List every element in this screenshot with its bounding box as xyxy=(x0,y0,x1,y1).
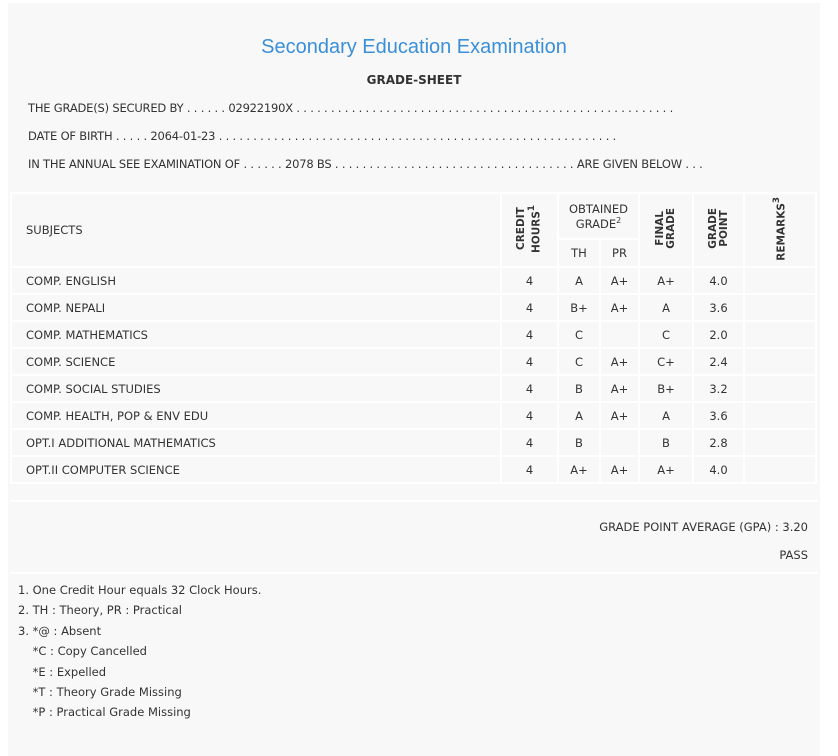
grade-point-cell: 2.4 xyxy=(692,347,745,376)
theory-grade-cell: B+ xyxy=(557,293,601,322)
subject-cell: COMP. MATHEMATICS xyxy=(10,320,502,349)
theory-grade-cell: C xyxy=(557,320,601,349)
credit-hours-cell: 4 xyxy=(500,374,559,403)
header-grade-point: GRADE POINT xyxy=(692,192,745,268)
remarks-cell xyxy=(743,401,817,430)
remarks-cell xyxy=(743,455,817,484)
practical-grade-cell: A+ xyxy=(599,401,640,430)
final-grade-cell: C xyxy=(638,320,694,349)
subject-cell: COMP. NEPALI xyxy=(10,293,502,322)
practical-grade-cell xyxy=(599,320,640,349)
subject-cell: COMP. HEALTH, POP & ENV EDU xyxy=(10,401,502,430)
footnote: *E : Expelled xyxy=(18,664,107,679)
final-grade-cell: C+ xyxy=(638,347,694,376)
theory-grade-cell: A+ xyxy=(557,455,601,484)
table-row: OPT.I ADDITIONAL MATHEMATICS 4 B B 2.8 xyxy=(10,428,817,457)
grade-point-cell: 3.6 xyxy=(692,401,745,430)
footnote: 2. TH : Theory, PR : Practical xyxy=(18,603,182,618)
practical-grade-cell: A+ xyxy=(599,455,640,484)
practical-grade-cell: A+ xyxy=(599,266,640,295)
header-remarks: REMARKS3 xyxy=(743,192,817,268)
subject-cell: COMP. SOCIAL STUDIES xyxy=(10,374,502,403)
practical-grade-cell xyxy=(599,428,640,457)
grade-point-cell: 3.2 xyxy=(692,374,745,403)
table-row: COMP. MATHEMATICS 4 C C 2.0 xyxy=(10,320,817,349)
practical-grade-cell: A+ xyxy=(599,374,640,403)
dob-line: DATE OF BIRTH . . . . . 2064-01-23 . . .… xyxy=(28,129,617,143)
table-row: COMP. ENGLISH 4 A A+ A+ 4.0 xyxy=(10,266,817,295)
remarks-cell xyxy=(743,374,817,403)
remarks-cell xyxy=(743,320,817,349)
subject-cell: OPT.I ADDITIONAL MATHEMATICS xyxy=(10,428,502,457)
subject-cell: COMP. ENGLISH xyxy=(10,266,502,295)
footnote: *T : Theory Grade Missing xyxy=(18,685,182,700)
grade-sheet-heading: GRADE-SHEET xyxy=(366,73,462,87)
credit-hours-cell: 4 xyxy=(500,320,559,349)
table-row: COMP. NEPALI 4 B+ A+ A 3.6 xyxy=(10,293,817,322)
theory-grade-cell: A xyxy=(557,401,601,430)
grade-sheet-panel: Secondary Education Examination GRADE-SH… xyxy=(8,3,820,756)
footnote: 1. One Credit Hour equals 32 Clock Hours… xyxy=(18,583,262,597)
grade-point-cell: 2.0 xyxy=(692,320,745,349)
final-grade-cell: B xyxy=(638,428,694,457)
theory-grade-cell: C xyxy=(557,347,601,376)
table-row: COMP. SCIENCE 4 C A+ C+ 2.4 xyxy=(10,347,817,376)
final-grade-cell: A xyxy=(638,293,694,322)
secured-by-line: THE GRADE(S) SECURED BY . . . . . . 0292… xyxy=(28,101,674,115)
table-row: OPT.II COMPUTER SCIENCE 4 A+ A+ A+ 4.0 xyxy=(10,455,817,484)
practical-grade-cell: A+ xyxy=(599,293,640,322)
theory-grade-cell: B xyxy=(557,374,601,403)
subject-cell: COMP. SCIENCE xyxy=(10,347,502,376)
footnote: 3. *@ : Absent xyxy=(18,623,102,638)
header-subjects: SUBJECTS xyxy=(10,192,502,268)
header-credit-hours: CREDIT HOURS1 xyxy=(500,192,559,268)
exam-title: Secondary Education Examination xyxy=(261,36,567,58)
final-grade-cell: A xyxy=(638,401,694,430)
grades-table: SUBJECTS CREDIT HOURS1 OBTAINED GRADE2 FIN… xyxy=(10,192,817,484)
theory-grade-cell: A xyxy=(557,266,601,295)
footnote: *P : Practical Grade Missing xyxy=(18,705,191,720)
credit-hours-cell: 4 xyxy=(500,455,559,484)
credit-hours-cell: 4 xyxy=(500,266,559,295)
credit-hours-cell: 4 xyxy=(500,401,559,430)
exam-year-line: IN THE ANNUAL SEE EXAMINATION OF . . . .… xyxy=(28,157,703,171)
gpa-text: GRADE POINT AVERAGE (GPA) : 3.20 xyxy=(599,520,808,534)
final-grade-cell: A+ xyxy=(638,455,694,484)
final-grade-cell: A+ xyxy=(638,266,694,295)
grade-point-cell: 4.0 xyxy=(692,455,745,484)
header-th: TH xyxy=(557,238,601,268)
credit-hours-cell: 4 xyxy=(500,347,559,376)
table-row: COMP. SOCIAL STUDIES 4 B A+ B+ 3.2 xyxy=(10,374,817,403)
credit-hours-cell: 4 xyxy=(500,428,559,457)
remarks-cell xyxy=(743,266,817,295)
table-row: COMP. HEALTH, POP & ENV EDU 4 A A+ A 3.6 xyxy=(10,401,817,430)
result-status: PASS xyxy=(779,548,808,562)
practical-grade-cell: A+ xyxy=(599,347,640,376)
grade-point-cell: 2.8 xyxy=(692,428,745,457)
header-final-grade: FINAL GRADE xyxy=(638,192,694,268)
subject-cell: OPT.II COMPUTER SCIENCE xyxy=(10,455,502,484)
result-box xyxy=(10,500,818,574)
grade-point-cell: 3.6 xyxy=(692,293,745,322)
remarks-cell xyxy=(743,347,817,376)
credit-hours-cell: 4 xyxy=(500,293,559,322)
theory-grade-cell: B xyxy=(557,428,601,457)
header-obtained-grade: OBTAINED GRADE2 xyxy=(557,192,640,240)
final-grade-cell: B+ xyxy=(638,374,694,403)
remarks-cell xyxy=(743,428,817,457)
footnote: *C : Copy Cancelled xyxy=(18,644,147,659)
grade-point-cell: 4.0 xyxy=(692,266,745,295)
remarks-cell xyxy=(743,293,817,322)
header-pr: PR xyxy=(599,238,640,268)
footnotes: 1. One Credit Hour equals 32 Clock Hours… xyxy=(18,580,261,723)
